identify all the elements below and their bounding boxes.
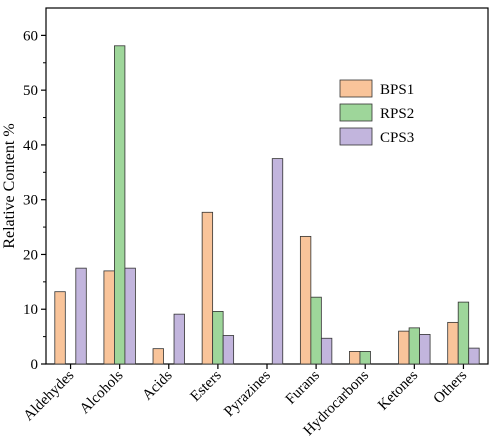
y-axis: 0 10 20 30 40 50 60 bbox=[23, 28, 46, 373]
bar-cps3-pyrazines bbox=[271, 158, 284, 365]
y-tick-label: 40 bbox=[23, 138, 38, 154]
bar-bps1-alcohols bbox=[103, 270, 115, 365]
bar-rps2-ketones bbox=[408, 327, 420, 365]
x-tick-label: Furans bbox=[283, 367, 323, 407]
x-tick-label: Esters bbox=[187, 367, 224, 404]
y-tick-label: 30 bbox=[23, 193, 38, 209]
x-tick-label: Pyrazines bbox=[221, 367, 274, 420]
bar-cps3-alcohols bbox=[124, 267, 136, 365]
bar-cps3-furans bbox=[320, 337, 333, 365]
bars bbox=[54, 45, 480, 365]
legend-label-rps2: RPS2 bbox=[380, 106, 414, 122]
bar-cps3-acids bbox=[173, 313, 185, 365]
bar-bps1-furans bbox=[299, 235, 312, 365]
legend: BPS1 RPS2 CPS3 bbox=[339, 79, 414, 146]
bar-rps2-hydrocarbons bbox=[359, 351, 371, 365]
y-tick-label: 60 bbox=[23, 28, 38, 44]
y-axis-title: Relative Content % bbox=[1, 123, 18, 248]
bar-bps1-others bbox=[447, 321, 459, 365]
x-tick-label: Others bbox=[431, 367, 471, 407]
legend-swatch-bps1 bbox=[339, 79, 373, 98]
bar-cps3-esters bbox=[222, 335, 235, 365]
bar-rps2-alcohols bbox=[114, 45, 126, 365]
x-tick-label: Ketones bbox=[375, 367, 421, 413]
bar-bps1-esters bbox=[201, 211, 214, 365]
bar-rps2-esters bbox=[212, 311, 224, 365]
x-tick-label: Alcohols bbox=[77, 367, 127, 417]
legend-swatch-rps2 bbox=[339, 103, 373, 122]
bar-cps3-aldehydes bbox=[75, 267, 87, 365]
y-tick-label: 20 bbox=[23, 247, 38, 263]
bar-bps1-acids bbox=[152, 348, 164, 365]
bar-rps2-others bbox=[457, 301, 470, 365]
bar-bps1-aldehydes bbox=[54, 291, 66, 365]
y-tick-label: 10 bbox=[23, 302, 38, 318]
legend-label-cps3: CPS3 bbox=[380, 130, 414, 146]
legend-swatch-cps3 bbox=[339, 127, 373, 146]
bar-rps2-furans bbox=[310, 296, 322, 365]
bar-cps3-others bbox=[468, 347, 480, 365]
legend-label-bps1: BPS1 bbox=[380, 82, 414, 98]
y-tick-label: 50 bbox=[23, 83, 38, 99]
x-tick-label: Acids bbox=[140, 367, 176, 403]
bar-bps1-ketones bbox=[398, 330, 410, 365]
bar-cps3-ketones bbox=[419, 334, 431, 365]
y-tick-label: 0 bbox=[31, 357, 39, 373]
x-tick-label: Aldehydes bbox=[21, 367, 78, 424]
bar-bps1-hydrocarbons bbox=[349, 351, 361, 365]
